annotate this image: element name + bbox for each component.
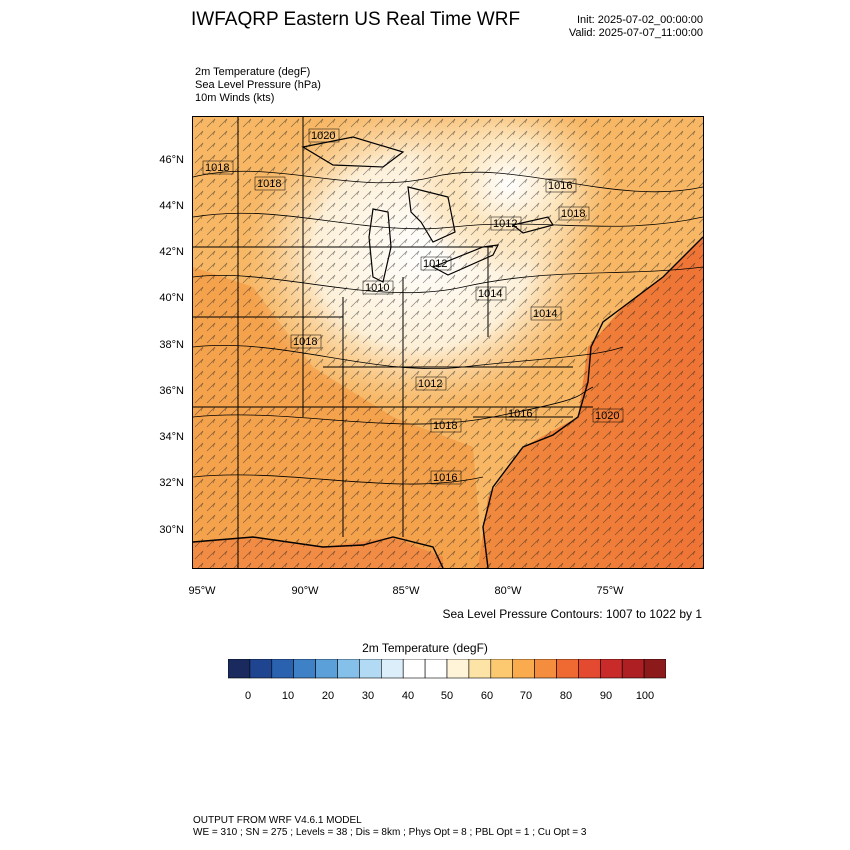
colorbar-swatch	[468, 659, 492, 679]
colorbar-tick-label: 20	[321, 690, 335, 702]
lon-label: 90°W	[291, 585, 319, 597]
pressure-contours	[193, 170, 703, 485]
pressure-label: 1018	[430, 418, 462, 433]
footer-config: WE = 310 ; SN = 275 ; Levels = 38 ; Dis …	[193, 827, 587, 838]
svg-text:1016: 1016	[508, 408, 532, 420]
colorbar-swatch	[249, 659, 273, 679]
lon-label: 95°W	[188, 585, 216, 597]
colorbar-tick-label: 50	[440, 690, 454, 702]
colorbar-swatch	[599, 659, 623, 679]
svg-text:1012: 1012	[418, 378, 442, 390]
weather-map: 1020 1018 1018 1012 1010 1012 1016 1018 1014 1014…	[193, 117, 703, 568]
colorbar-swatch	[556, 659, 579, 679]
map-title: IWFAQRP Eastern US Real Time WRF	[191, 9, 521, 30]
pressure-contour-line	[193, 212, 703, 230]
pressure-label: 1020	[308, 128, 340, 143]
pressure-label: 1018	[254, 176, 286, 191]
pressure-label: 1012	[415, 376, 447, 391]
temperature-colorbar	[228, 659, 666, 679]
pressure-label: 1014	[475, 286, 507, 301]
svg-text:1014: 1014	[478, 288, 502, 300]
colorbar-swatch	[446, 659, 470, 679]
pressure-labels: 1020 1018 1018 1012 1010 1012 1016 1018 1014 1014…	[202, 128, 624, 485]
footer-model: OUTPUT FROM WRF V4.6.1 MODEL	[193, 815, 362, 826]
svg-text:1018: 1018	[293, 336, 317, 348]
svg-text:1014: 1014	[533, 308, 557, 320]
pressure-label: 1020	[592, 408, 624, 423]
pressure-label: 1010	[362, 280, 394, 295]
colorbar-swatch	[512, 659, 535, 679]
colorbar-tick-label: 60	[480, 690, 494, 702]
colorbar-tick-label: 10	[281, 690, 295, 702]
colorbar-swatch	[490, 659, 513, 679]
field-label-winds: 10m Winds (kts)	[195, 92, 275, 104]
pressure-contour-line	[193, 170, 703, 193]
colorbar-swatch	[228, 659, 251, 679]
lon-label: 85°W	[392, 585, 420, 597]
svg-text:1020: 1020	[311, 130, 335, 142]
contour-note: Sea Level Pressure Contours: 1007 to 102…	[442, 607, 703, 621]
colorbar-title: 2m Temperature (degF)	[362, 641, 488, 655]
colorbar-swatch	[315, 659, 338, 679]
colorbar-tick-label: 90	[599, 690, 613, 702]
lon-label: 75°W	[596, 585, 624, 597]
svg-text:1018: 1018	[257, 178, 281, 190]
colorbar-swatch	[381, 659, 404, 679]
svg-text:1012: 1012	[423, 258, 447, 270]
pressure-label: 1016	[545, 178, 577, 193]
lat-label: 32°N	[159, 477, 184, 489]
svg-text:1018: 1018	[205, 162, 229, 174]
lat-label: 44°N	[159, 200, 184, 212]
svg-text:1016: 1016	[433, 472, 457, 484]
colorbar-tick-label: 80	[559, 690, 573, 702]
field-label-pressure: Sea Level Pressure (hPa)	[195, 79, 321, 91]
colorbar-swatch	[578, 659, 601, 679]
colorbar-tick-label: 70	[519, 690, 533, 702]
field-label-temperature: 2m Temperature (degF)	[195, 66, 311, 78]
pressure-label: 1012	[490, 216, 522, 231]
lat-label: 40°N	[159, 292, 184, 304]
lat-label: 36°N	[159, 385, 184, 397]
pressure-contour-line	[193, 344, 624, 370]
colorbar-swatch	[359, 659, 382, 679]
colorbar-swatch	[293, 659, 316, 679]
lat-label: 30°N	[159, 524, 184, 536]
lat-label: 38°N	[159, 339, 184, 351]
svg-text:1018: 1018	[433, 420, 457, 432]
colorbar-tick-label: 30	[361, 690, 375, 702]
colorbar-swatch	[424, 659, 448, 679]
svg-text:1020: 1020	[595, 410, 619, 422]
svg-text:1010: 1010	[365, 282, 389, 294]
pressure-label: 1014	[530, 306, 562, 321]
svg-text:1012: 1012	[493, 218, 517, 230]
pressure-label: 1012	[420, 256, 452, 271]
lat-label: 46°N	[159, 154, 184, 166]
svg-text:1018: 1018	[561, 208, 585, 220]
colorbar-tick-label: 0	[244, 690, 252, 702]
colorbar-swatch	[337, 659, 360, 679]
colorbar-swatch	[534, 659, 557, 679]
lat-label: 34°N	[159, 431, 184, 443]
pressure-label: 1016	[505, 406, 537, 421]
colorbar-tick-label: 40	[401, 690, 415, 702]
pressure-label: 1018	[290, 334, 322, 349]
lon-label: 80°W	[494, 585, 522, 597]
valid-time: Valid: 2025-07-07_11:00:00	[568, 27, 703, 39]
pressure-contour-line	[193, 474, 484, 485]
init-time: Init: 2025-07-02_00:00:00	[577, 14, 703, 26]
colorbar-tick-label: 100	[635, 690, 655, 702]
colorbar-swatch	[643, 659, 666, 679]
pressure-contour-line	[193, 386, 594, 425]
wind-barbs	[193, 117, 703, 568]
lat-label: 42°N	[159, 246, 184, 258]
colorbar-swatch	[402, 659, 426, 679]
pressure-label: 1018	[202, 160, 234, 175]
pressure-label: 1018	[558, 206, 590, 221]
svg-text:1016: 1016	[548, 180, 572, 192]
pressure-contour-line	[193, 266, 703, 293]
pressure-label: 1016	[430, 470, 462, 485]
colorbar-swatch	[621, 659, 645, 679]
map-panel: 1020 1018 1018 1012 1010 1012 1016 1018 1014 1014…	[192, 116, 704, 569]
colorbar-swatch	[271, 659, 294, 679]
